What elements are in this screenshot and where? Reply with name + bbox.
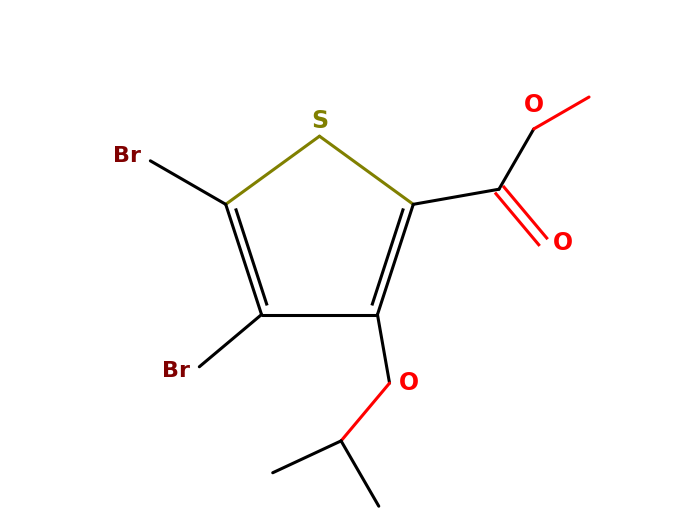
Text: O: O — [553, 231, 573, 254]
Text: O: O — [399, 371, 419, 395]
Text: Br: Br — [162, 361, 190, 381]
Text: S: S — [311, 109, 328, 133]
Text: Br: Br — [113, 146, 141, 166]
Text: O: O — [523, 93, 544, 117]
